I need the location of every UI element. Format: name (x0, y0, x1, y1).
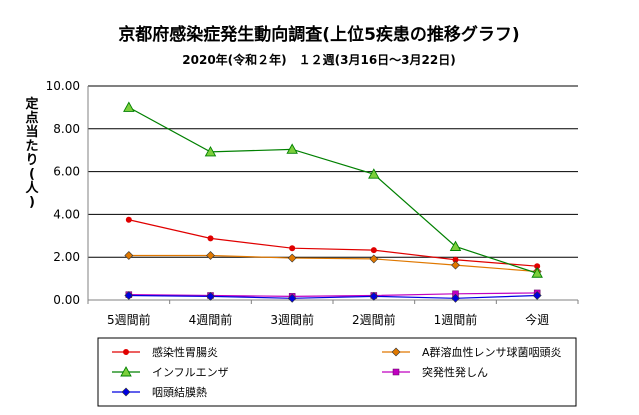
y-axis-label-char: ( (29, 167, 35, 182)
data-point (287, 293, 297, 303)
series-4 (124, 291, 542, 303)
legend-item: インフルエンザ (112, 366, 229, 379)
legend-item: A群溶血性レンサ球菌咽頭炎 (382, 345, 562, 359)
x-tick-label: 今週 (525, 312, 549, 327)
legend-marker (123, 349, 129, 355)
data-point (206, 251, 215, 260)
x-tick-label: 4週間前 (189, 312, 233, 327)
y-axis-label-char: ) (29, 195, 35, 210)
series-0 (125, 216, 541, 270)
series-line (128, 219, 538, 267)
data-point (124, 251, 134, 260)
data-point (451, 260, 460, 270)
data-point (452, 256, 459, 263)
legend-box (97, 337, 577, 407)
x-tick-label: 3週間前 (270, 312, 314, 327)
y-axis-label-char: り (25, 153, 38, 168)
x-axis-ticks: 5週間前 4週間前 3週間前 2週間前 1週間前 今週 (87, 300, 579, 327)
legend-label: インフルエンザ (152, 366, 229, 379)
y-axis-ticks: 0.00 2.00 4.00 6.00 8.00 10.00 (46, 79, 80, 307)
y-axis-label-char: 定 (24, 96, 38, 112)
y-tick-label: 2.00 (53, 250, 80, 264)
data-point (125, 216, 132, 223)
chart-title: 京都府感染症発生動向調査(上位5疾患の推移グラフ) (118, 24, 519, 45)
y-tick-label: 10.00 (46, 79, 80, 93)
data-point (534, 263, 541, 270)
legend-label: 咽頭結膜熱 (152, 385, 207, 399)
series-layer (123, 101, 543, 303)
data-point (123, 101, 135, 112)
series-1 (124, 251, 542, 276)
legend-marker (392, 368, 400, 376)
data-point (451, 293, 460, 303)
data-point (124, 291, 134, 300)
x-tick-label: 5週間前 (107, 312, 151, 327)
data-point (286, 143, 298, 154)
data-point (204, 145, 217, 157)
data-point (449, 240, 462, 251)
data-point (532, 291, 542, 300)
legend-item: 感染性胃腸炎 (112, 345, 218, 359)
data-point (207, 235, 214, 242)
series-line (128, 292, 538, 297)
y-axis-label-char: た (25, 139, 38, 154)
y-axis-label-char: 人 (25, 180, 39, 196)
y-axis-label-char: 点 (25, 110, 38, 126)
gridlines (87, 85, 578, 301)
legend-marker (120, 366, 132, 377)
legend-item: 咽頭結膜熱 (112, 385, 207, 399)
series-line (128, 106, 538, 274)
y-tick-label: 4.00 (53, 207, 80, 221)
data-point (206, 291, 215, 301)
y-tick-label: 0.00 (53, 293, 80, 307)
data-point (368, 168, 380, 179)
legend-marker (121, 387, 131, 397)
legend-item: 突発性発しん (382, 365, 488, 379)
y-tick-label: 8.00 (53, 122, 80, 136)
y-tick-label: 6.00 (53, 165, 80, 179)
legend-label: A群溶血性レンサ球菌咽頭炎 (422, 345, 562, 359)
series-2 (123, 101, 543, 278)
y-axis-label-char: 当 (25, 124, 38, 140)
legend-marker (391, 347, 401, 357)
chart-subtitle: 2020年(令和２年) １２週(3月16日～3月22日) (182, 52, 455, 67)
legend-label: 感染性胃腸炎 (152, 345, 218, 359)
series-line (128, 254, 538, 273)
x-tick-label: 2週間前 (352, 312, 396, 327)
data-point (531, 267, 543, 278)
x-tick-label: 1週間前 (434, 312, 478, 327)
data-point (369, 254, 379, 264)
series-line (128, 294, 538, 299)
data-point (369, 291, 379, 301)
legend-label: 突発性発しん (422, 365, 488, 379)
data-point (289, 245, 296, 252)
data-point (287, 253, 297, 263)
data-point (370, 247, 377, 254)
